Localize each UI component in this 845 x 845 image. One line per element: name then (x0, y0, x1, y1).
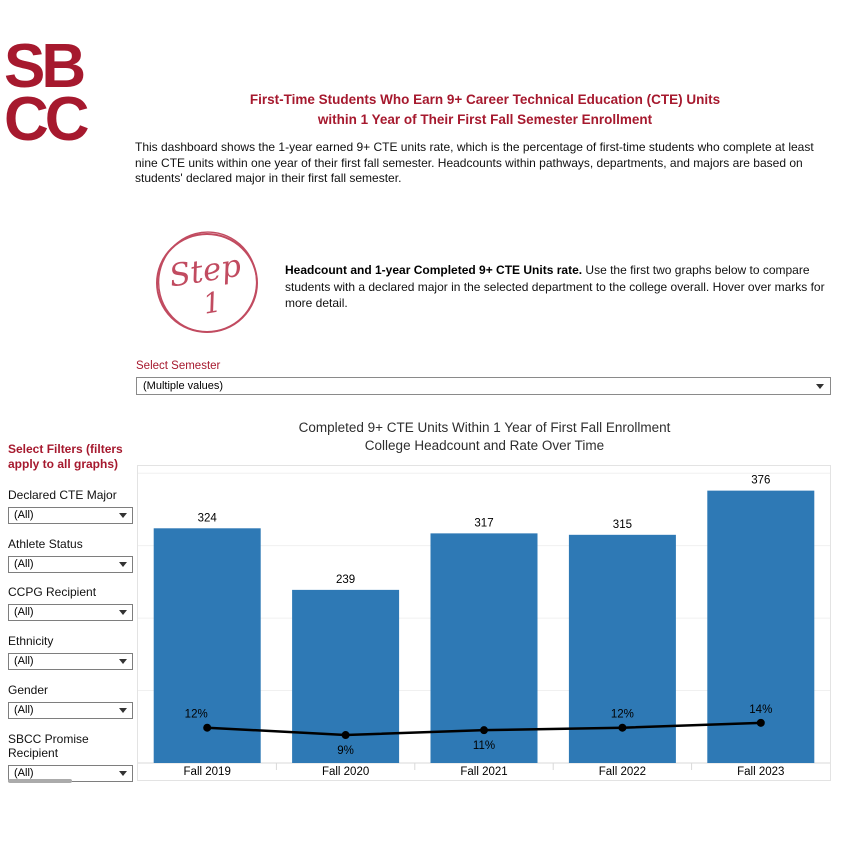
chart-title-line1: Completed 9+ CTE Units Within 1 Year of … (298, 420, 671, 435)
rate-point-fall-2022[interactable] (618, 723, 627, 732)
filter-group-gender: Gender (All) (8, 683, 133, 719)
sbcc-logo-line2: CC (4, 85, 90, 155)
filter-group-sbcc-promise-recipient: SBCC Promise Recipient (All) (8, 732, 133, 782)
filter-dropdown-athlete-status[interactable]: (All) (8, 555, 133, 573)
filter-dropdown-ccpg-recipient[interactable]: (All) (8, 603, 133, 621)
filter-label: Declared CTE Major (8, 488, 117, 502)
filter-value: (All) (14, 509, 34, 522)
bar-value-label: 315 (613, 519, 632, 531)
filter-label: SBCC Promise Recipient (8, 732, 89, 760)
rate-value-label: 12% (185, 709, 208, 721)
rate-value-label: 11% (473, 740, 495, 752)
page-title-line2: within 1 Year of Their First Fall Semest… (317, 111, 653, 127)
chevron-down-icon (119, 512, 127, 518)
page-title-line1: First-Time Students Who Earn 9+ Career T… (249, 92, 721, 107)
headcount-rate-chart: 324 Fall 2019 239 Fall 2020 317 Fall 2021 315 F… (137, 465, 831, 781)
x-axis-label: Fall 2022 (599, 766, 646, 778)
filter-group-declared-cte-major: Declared CTE Major (All) (8, 488, 133, 524)
filter-dropdown-ethnicity[interactable]: (All) (8, 652, 133, 670)
step-number: 1 (201, 285, 224, 320)
filter-dropdown-gender[interactable]: (All) (8, 701, 133, 719)
step-1-text-bold: Headcount and 1-year Completed 9+ CTE Un… (285, 263, 583, 277)
rate-point-fall-2019[interactable] (203, 723, 212, 732)
chevron-down-icon (816, 383, 824, 389)
step-1-text: Headcount and 1-year Completed 9+ CTE Un… (285, 262, 831, 312)
rate-point-fall-2023[interactable] (756, 718, 765, 727)
filter-group-ccpg-recipient: CCPG Recipient (All) (8, 585, 133, 621)
semester-dropdown[interactable]: (Multiple values) (136, 377, 831, 395)
select-semester-label: Select Semester (136, 360, 221, 372)
x-axis-label: Fall 2021 (460, 766, 507, 778)
filter-label: Ethnicity (8, 634, 54, 648)
chevron-down-icon (119, 770, 127, 776)
chevron-down-icon (119, 609, 127, 615)
chart-title-line2: College Headcount and Rate Over Time (364, 437, 605, 453)
filter-label: Athlete Status (8, 537, 83, 551)
chevron-down-icon (119, 658, 127, 664)
step-1-text-body: Use the first two graphs below to compar… (285, 263, 825, 311)
page-title: First-Time Students Who Earn 9+ Career T… (135, 90, 835, 129)
chart-title: Completed 9+ CTE Units Within 1 Year of … (137, 419, 832, 455)
filter-value: (All) (14, 558, 34, 571)
filter-value: (All) (14, 655, 34, 668)
filter-label: Gender (8, 683, 49, 697)
filter-label: CCPG Recipient (8, 585, 97, 599)
x-axis-label: Fall 2023 (737, 766, 784, 778)
x-axis-label: Fall 2020 (322, 766, 369, 778)
horizontal-scrollbar-thumb[interactable] (8, 779, 72, 783)
semester-dropdown-value: (Multiple values) (143, 380, 224, 392)
filter-value: (All) (14, 767, 34, 780)
sbcc-logo: SB CC (4, 32, 90, 155)
sbcc-logo-line1: SB (4, 32, 86, 101)
bar-value-label: 324 (198, 512, 218, 524)
page-description: This dashboard shows the 1-year earned 9… (135, 140, 814, 186)
filter-dropdown-declared-cte-major[interactable]: (All) (8, 506, 133, 524)
chevron-down-icon (119, 561, 127, 567)
x-axis-label: Fall 2019 (184, 766, 231, 778)
bar-value-label: 239 (336, 574, 355, 586)
bar-value-label: 317 (474, 517, 493, 529)
filter-group-athlete-status: Athlete Status (All) (8, 537, 133, 573)
rate-value-label: 12% (611, 709, 634, 721)
rate-point-fall-2020[interactable] (341, 731, 350, 740)
chevron-down-icon (119, 707, 127, 713)
chart-canvas: 324 Fall 2019 239 Fall 2020 317 Fall 2021 315 F… (138, 472, 830, 778)
step-circle-icon: Step 1 (156, 231, 258, 333)
bar-fall-2023[interactable] (707, 490, 815, 763)
filter-value: (All) (14, 606, 34, 619)
rate-value-label: 9% (337, 745, 354, 757)
bar-fall-2021[interactable] (430, 533, 538, 763)
rate-value-label: 14% (749, 704, 772, 716)
filter-group-ethnicity: Ethnicity (All) (8, 634, 133, 670)
filters-heading: Select Filters (filters apply to all gra… (8, 442, 123, 472)
step-1-badge: Step 1 (151, 229, 263, 337)
bar-value-label: 376 (751, 475, 770, 487)
rate-point-fall-2021[interactable] (480, 726, 488, 735)
filter-value: (All) (14, 704, 34, 717)
